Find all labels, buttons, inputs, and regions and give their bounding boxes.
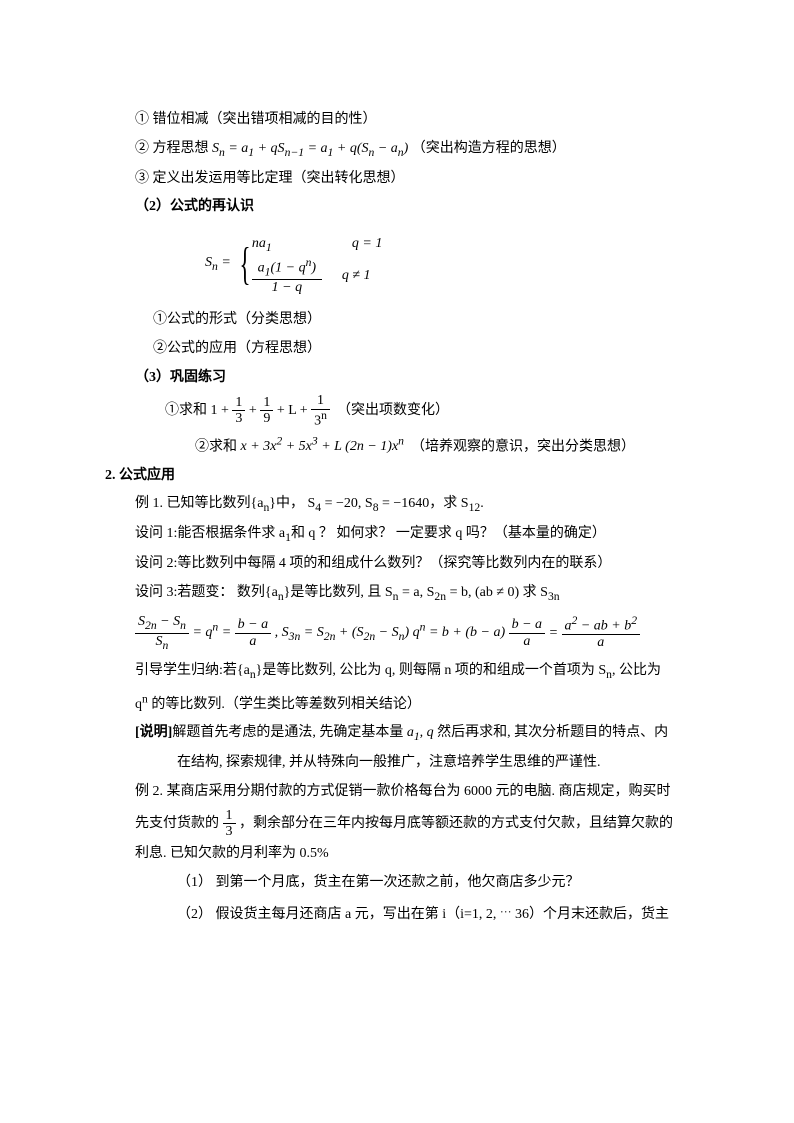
heading-3: （3）巩固练习 (135, 365, 679, 392)
induction-2: qn 的等比数列.（学生类比等差数列相关结论） (135, 688, 679, 718)
heading-2: （2）公式的再认识 (135, 194, 679, 221)
formula-inline: Sn = a1 + qSn−1 = a1 + q(Sn − an) (212, 141, 408, 156)
question-3: 设问 3:若题变： 数列{an}是等比数列, 且 Sn = a, S2n = b… (135, 580, 679, 608)
item-1: ① 错位相减（突出错项相减的目的性） (135, 107, 679, 134)
note-app: ②公式的应用（方程思想） (153, 336, 679, 363)
question-1: 设问 1:能否根据条件求 a1和 q ？ 如何求？ 一定要求 q 吗？（基本量的… (135, 521, 679, 549)
note-explain-1: [说明][说明]解题首先考虑的是通法, 先确定基本量 a1, q 然后再求和, … (135, 720, 679, 748)
exercise-1: ①求和 1 + 13 + 19 + L + 13n （突出项数变化） (165, 393, 679, 428)
exercise-2: ②求和 x + 3x2 + 5x3 + L (2n − 1)xn （培养观察的意… (195, 431, 679, 461)
note-form: ①公式的形式（分类思想） (153, 307, 679, 334)
long-formula: S2n − SnSn = qn = b − aa , S3n = S2n + (… (135, 614, 679, 652)
subq-2: （2） 假设货主每月还商店 a 元，写出在第 i（i=1, 2, … 36）个月… (177, 899, 679, 929)
item-2: ② 方程思想 Sn = a1 + qSn−1 = a1 + q(Sn − an)… (135, 136, 679, 164)
formula-piecewise: Sn = { na1 q = 1 a1(1 − qn) 1 − q q ≠ 1 (205, 233, 679, 296)
document-page: ① 错位相减（突出错项相减的目的性） ② 方程思想 Sn = a1 + qSn−… (0, 0, 794, 991)
example-2a: 例 2. 某商店采用分期付款的方式促销一款价格每台为 6000 元的电脑. 商店… (135, 779, 679, 806)
induction-1: 引导学生归纳:若{an}是等比数列, 公比为 q, 则每隔 n 项的和组成一个首… (135, 658, 679, 686)
item-3: ③ 定义出发运用等比定理（突出转化思想） (135, 166, 679, 193)
example-2b: 先支付货款的 13 ，剩余部分在三年内按每月底等额还款的方式支付欠款，且结算欠款… (135, 808, 679, 840)
note-explain-2: 在结构, 探索规律, 并从特殊向一般推广，注意培养学生思维的严谨性. (177, 750, 679, 777)
heading-4: 2. 公式应用 (105, 463, 679, 490)
subq-1: （1） 到第一个月底，货主在第一次还款之前，他欠商店多少元？ (177, 870, 679, 897)
question-2: 设问 2:等比数列中每隔 4 项的和组成什么数列？（探究等比数列内在的联系） (135, 551, 679, 578)
example-1: 例 1. 已知等比数列{an}中， S4 = −20, S8 = −1640，求… (135, 491, 679, 519)
example-2c: 利息. 已知欠款的月利率为 0.5% (135, 841, 679, 868)
